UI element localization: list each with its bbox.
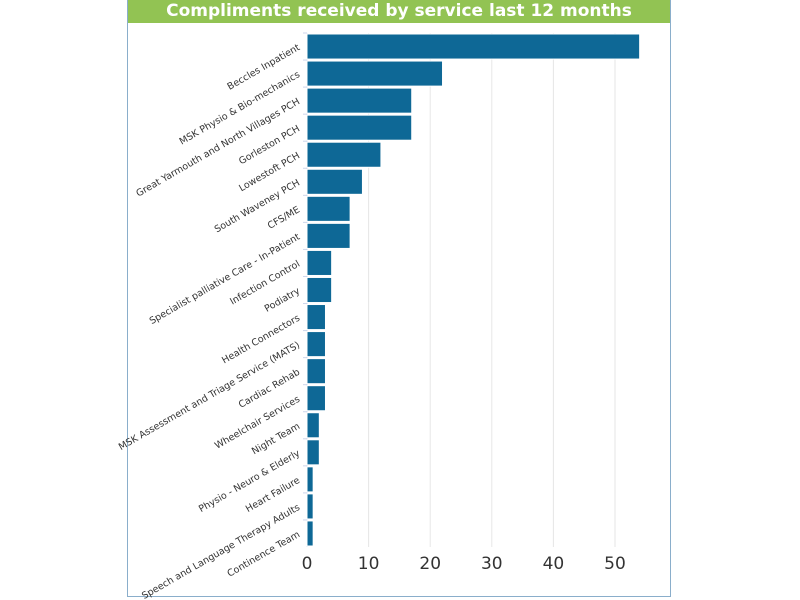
- category-label: CFS/ME: [266, 205, 302, 232]
- chart-frame: Compliments received by service last 12 …: [127, 0, 671, 597]
- category-label: Great Yarmouth and North Villages PCH: [134, 96, 302, 199]
- bar: [306, 87, 413, 114]
- bar: [306, 222, 351, 249]
- bar: [306, 114, 413, 141]
- x-tick-label: 30: [481, 554, 503, 574]
- bar: [306, 439, 320, 466]
- bar: [306, 520, 314, 547]
- bar: [306, 331, 326, 358]
- bar: [306, 385, 326, 412]
- bar: [306, 141, 382, 168]
- bar: [306, 358, 326, 385]
- category-label: South Waveney PCH: [213, 177, 302, 235]
- bar: [306, 168, 363, 195]
- category-label: Health Connectors: [220, 313, 302, 367]
- category-label: Podiatry: [263, 285, 303, 314]
- x-tick-label: 40: [543, 554, 565, 574]
- bar: [306, 276, 333, 304]
- x-tick-label: 20: [419, 554, 441, 574]
- x-tick-label: 10: [358, 554, 380, 574]
- bar: [306, 304, 326, 331]
- bar: [306, 466, 314, 493]
- bar: [306, 195, 351, 222]
- chart-title: Compliments received by service last 12 …: [128, 0, 670, 23]
- x-tick-label: 50: [604, 554, 626, 574]
- bar: [306, 249, 333, 276]
- bar: [306, 493, 314, 520]
- bar: [306, 33, 641, 60]
- bar: [306, 60, 444, 87]
- x-tick-label: 0: [302, 554, 313, 574]
- bar: [306, 412, 320, 439]
